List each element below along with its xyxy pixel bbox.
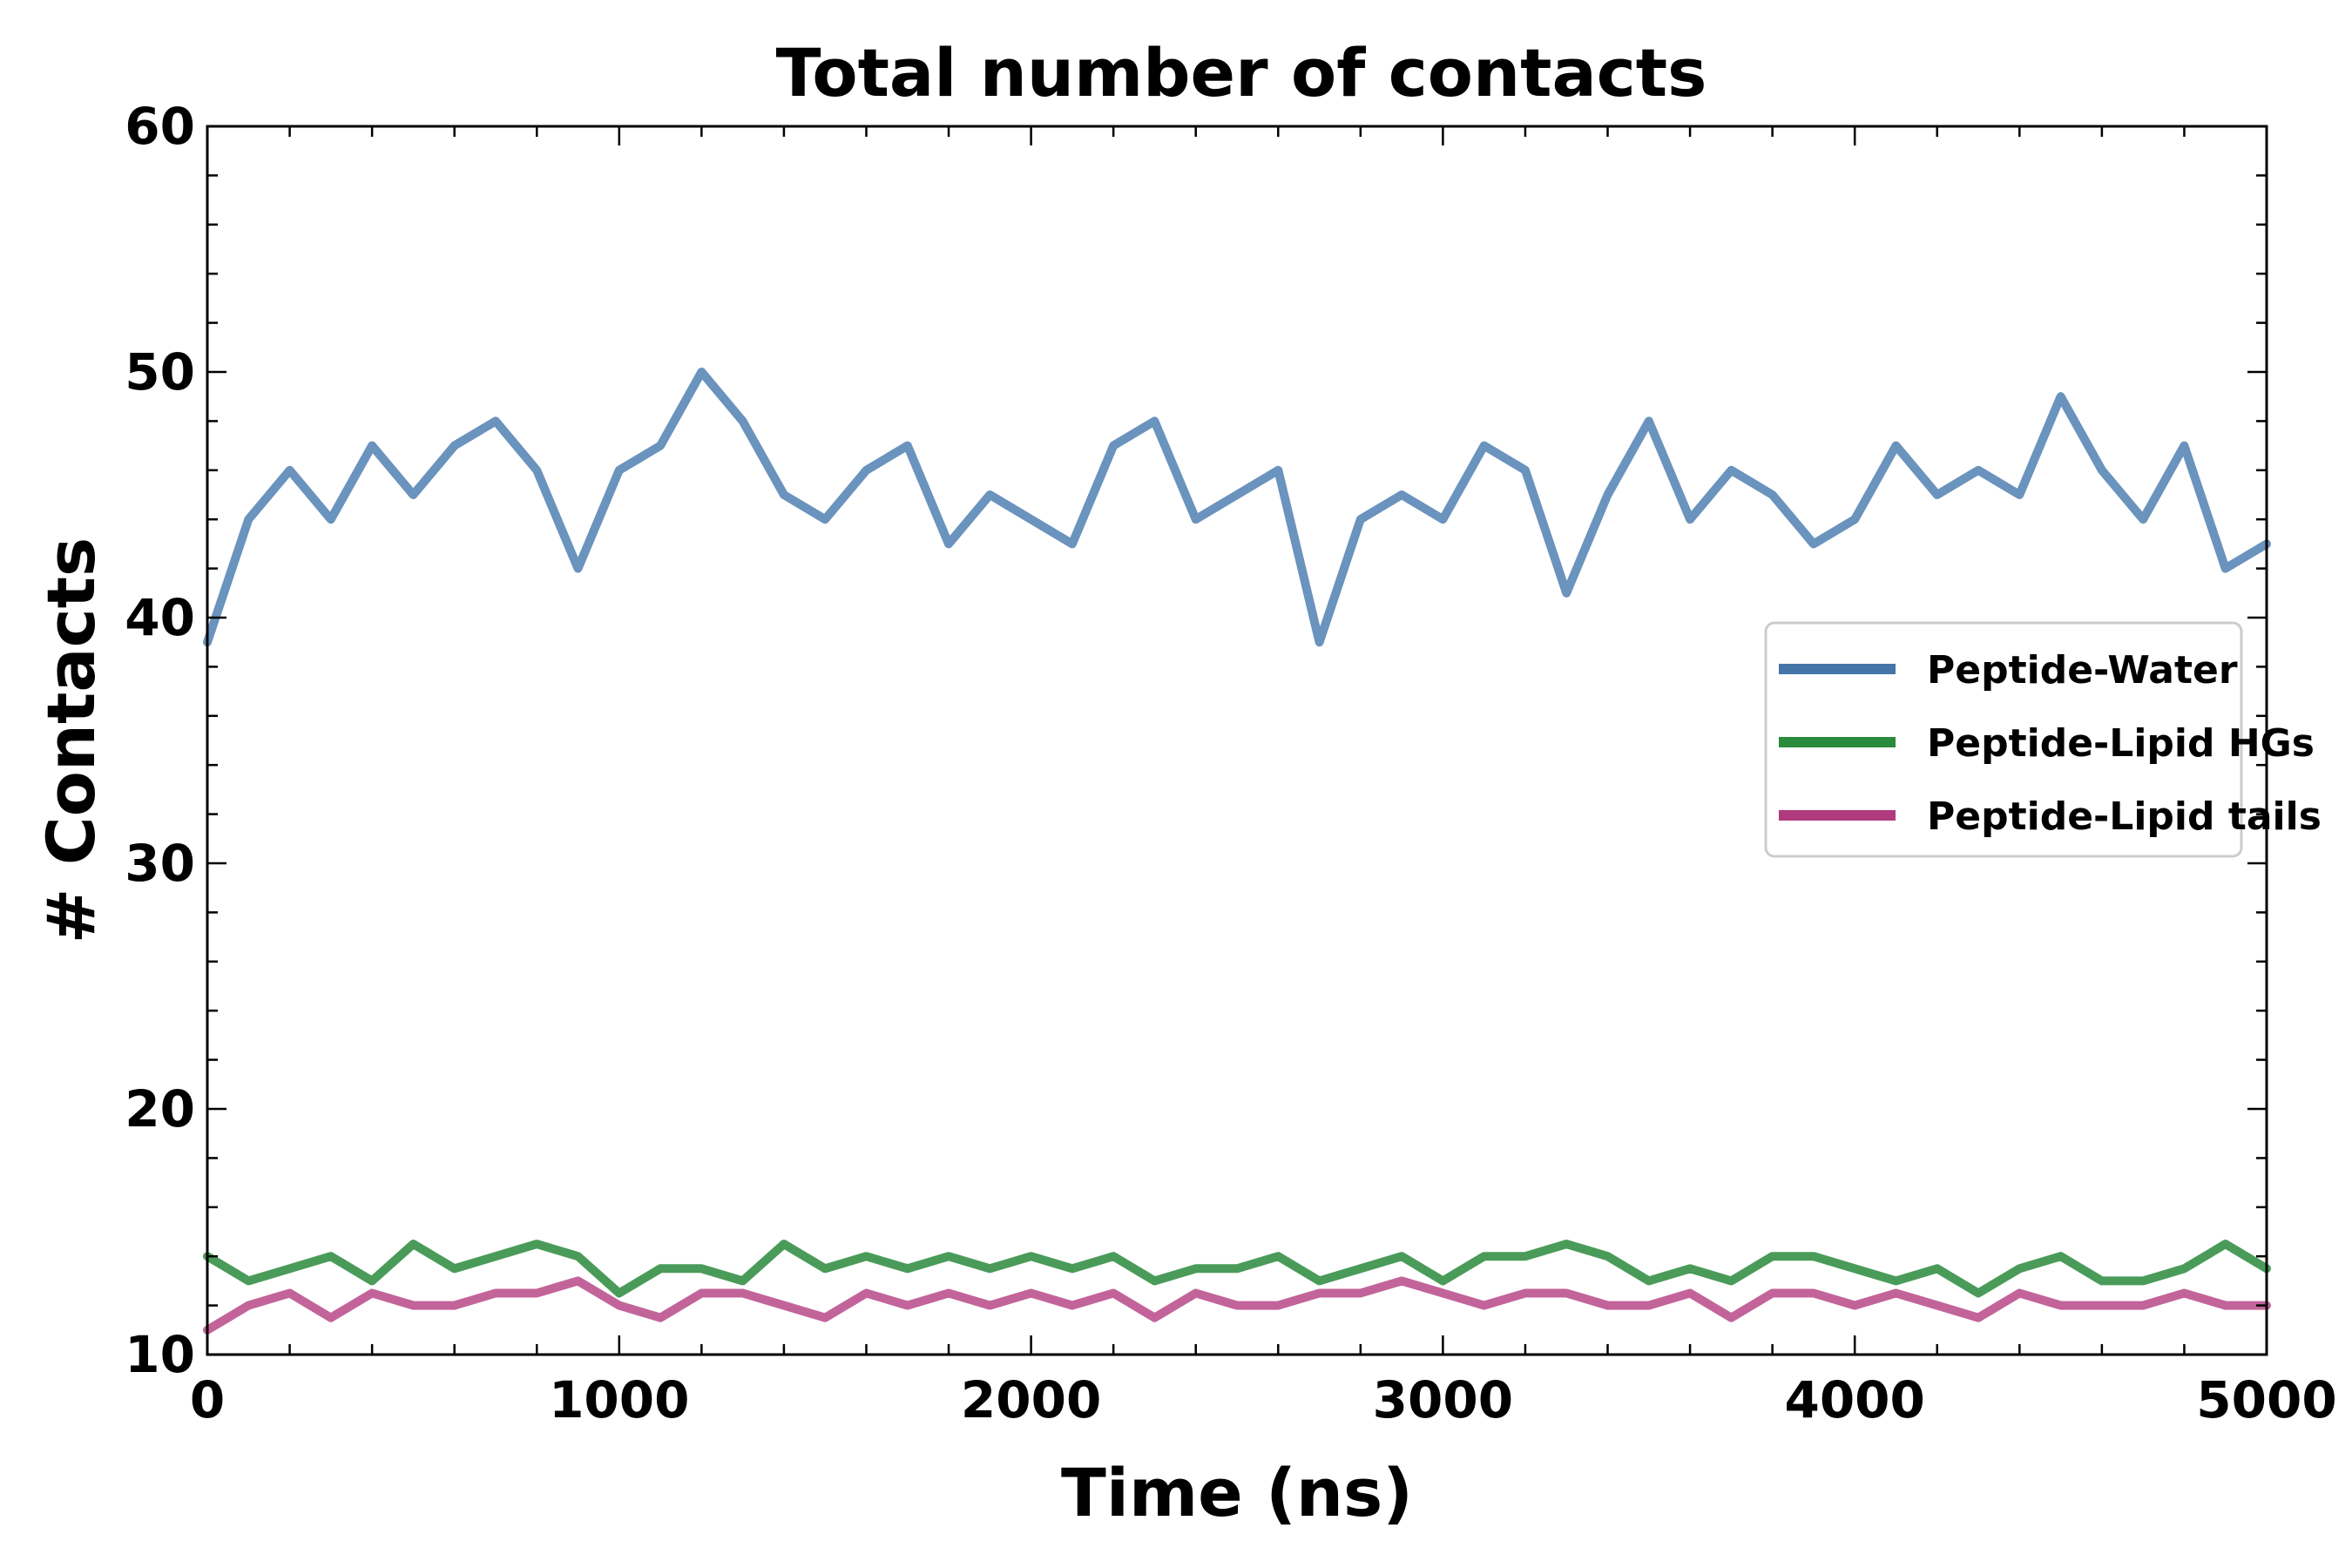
legend-label-3: Peptide-Lipid tails [1927, 794, 2322, 839]
x-tick-label: 5000 [2196, 1370, 2336, 1429]
legend-label-2: Peptide-Lipid HGs [1927, 721, 2315, 766]
y-tick-label: 50 [125, 342, 195, 402]
series-line-1 [203, 368, 2271, 647]
y-tick-label: 40 [125, 588, 195, 647]
legend-label-1: Peptide-Water [1927, 648, 2238, 693]
x-tick-label: 0 [190, 1370, 225, 1429]
x-tick-label: 2000 [961, 1370, 1101, 1429]
x-tick-label: 4000 [1784, 1370, 1924, 1429]
legend-box [1764, 621, 2243, 858]
x-axis-label: Time (ns) [1061, 1454, 1413, 1531]
x-tick-label: 3000 [1373, 1370, 1513, 1429]
y-tick-label: 20 [125, 1079, 195, 1139]
chart-title: Total number of contacts [776, 34, 1707, 112]
tick-labels-layer: 0 1000 2000 3000 4000 5000 10 20 30 40 50 60 [125, 97, 2336, 1429]
ticks-layer [206, 125, 2268, 1356]
x-tick-label: 1000 [549, 1370, 689, 1429]
series-line-3 [203, 1276, 2271, 1335]
series-layer [203, 368, 2271, 1335]
y-tick-label: 30 [125, 834, 195, 893]
series-line-2 [203, 1240, 2271, 1298]
legend: Peptide-Water Peptide-Lipid HGs Peptide-Li… [1764, 621, 2322, 858]
y-axis-label: # Contacts [32, 537, 110, 943]
y-tick-label: 60 [125, 97, 195, 156]
plot-frame [206, 125, 2268, 1356]
y-tick-label: 10 [125, 1325, 195, 1384]
